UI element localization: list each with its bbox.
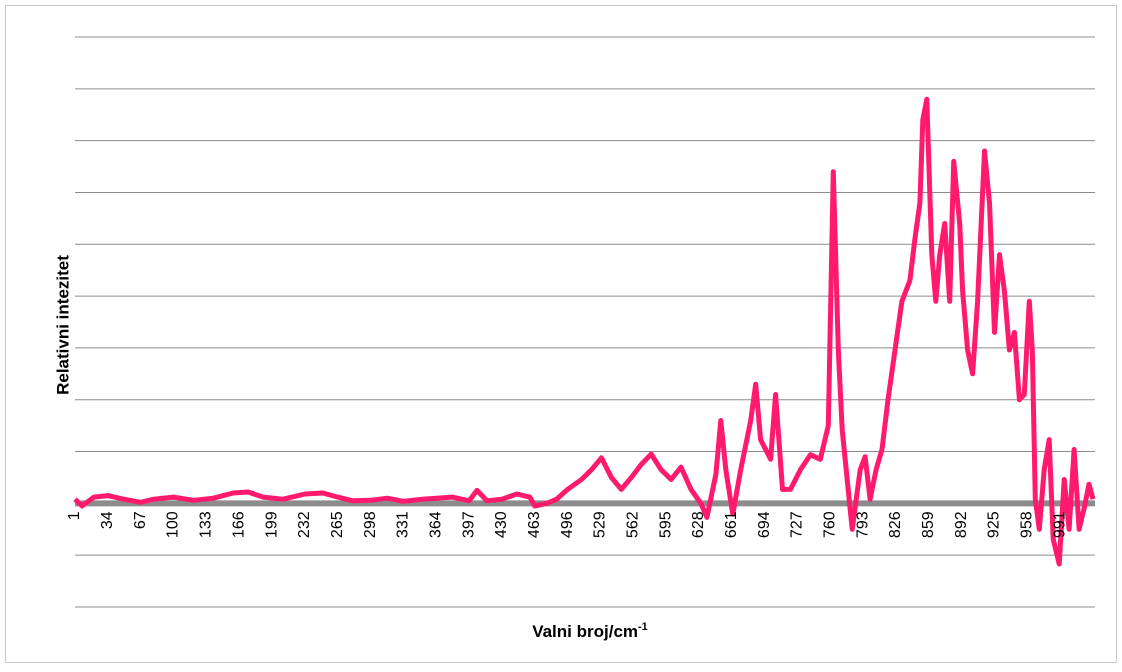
x-tick-label: 925 (986, 511, 1003, 538)
x-ticks: 1 34 67 100 133 166 199 232 265 298 331 364 397 430 46… (66, 511, 1068, 538)
x-tick-label: 892 (953, 511, 970, 538)
x-tick-label: 463 (526, 511, 543, 538)
x-tick-label: 67 (132, 511, 149, 529)
x-tick-label: 166 (230, 511, 247, 538)
x-tick-label: 562 (624, 511, 641, 538)
x-tick-label: 661 (723, 511, 740, 538)
x-tick-label: 1 (66, 511, 83, 520)
x-tick-label: 496 (559, 511, 576, 538)
x-tick-label: 793 (854, 511, 871, 538)
x-tick-label: 265 (329, 511, 346, 538)
x-axis-label-sup: -1 (638, 621, 648, 633)
x-tick-label: 364 (427, 511, 444, 538)
x-tick-label: 826 (887, 511, 904, 538)
x-axis-label-text: Valni broj/cm (532, 622, 638, 641)
x-tick-label: 958 (1019, 511, 1036, 538)
x-tick-label: 430 (493, 511, 510, 538)
x-tick-label: 760 (822, 511, 839, 538)
x-tick-label: 595 (657, 511, 674, 538)
x-tick-label: 397 (460, 511, 477, 538)
data-line (73, 96, 1096, 567)
x-tick-label: 298 (362, 511, 379, 538)
x-tick-label: 133 (198, 511, 215, 538)
x-axis-label: Valni broj/cm-1 (532, 621, 648, 641)
y-axis-label: Relativni intezitet (53, 255, 72, 395)
x-tick-label: 232 (296, 511, 313, 538)
x-tick-label: 199 (263, 511, 280, 538)
x-tick-label: 34 (99, 511, 116, 529)
chart-border (5, 5, 1117, 663)
x-tick-label: 727 (789, 511, 806, 538)
grid (75, 36, 1095, 608)
x-tick-label: 859 (920, 511, 937, 538)
x-tick-label: 331 (395, 511, 412, 538)
x-tick-label: 100 (165, 511, 182, 538)
x-tick-label: 529 (592, 511, 609, 538)
x-tick-label: 628 (690, 511, 707, 538)
plot (73, 96, 1096, 567)
x-tick-label: 991 (1051, 511, 1068, 538)
x-tick-label: 694 (756, 511, 773, 538)
